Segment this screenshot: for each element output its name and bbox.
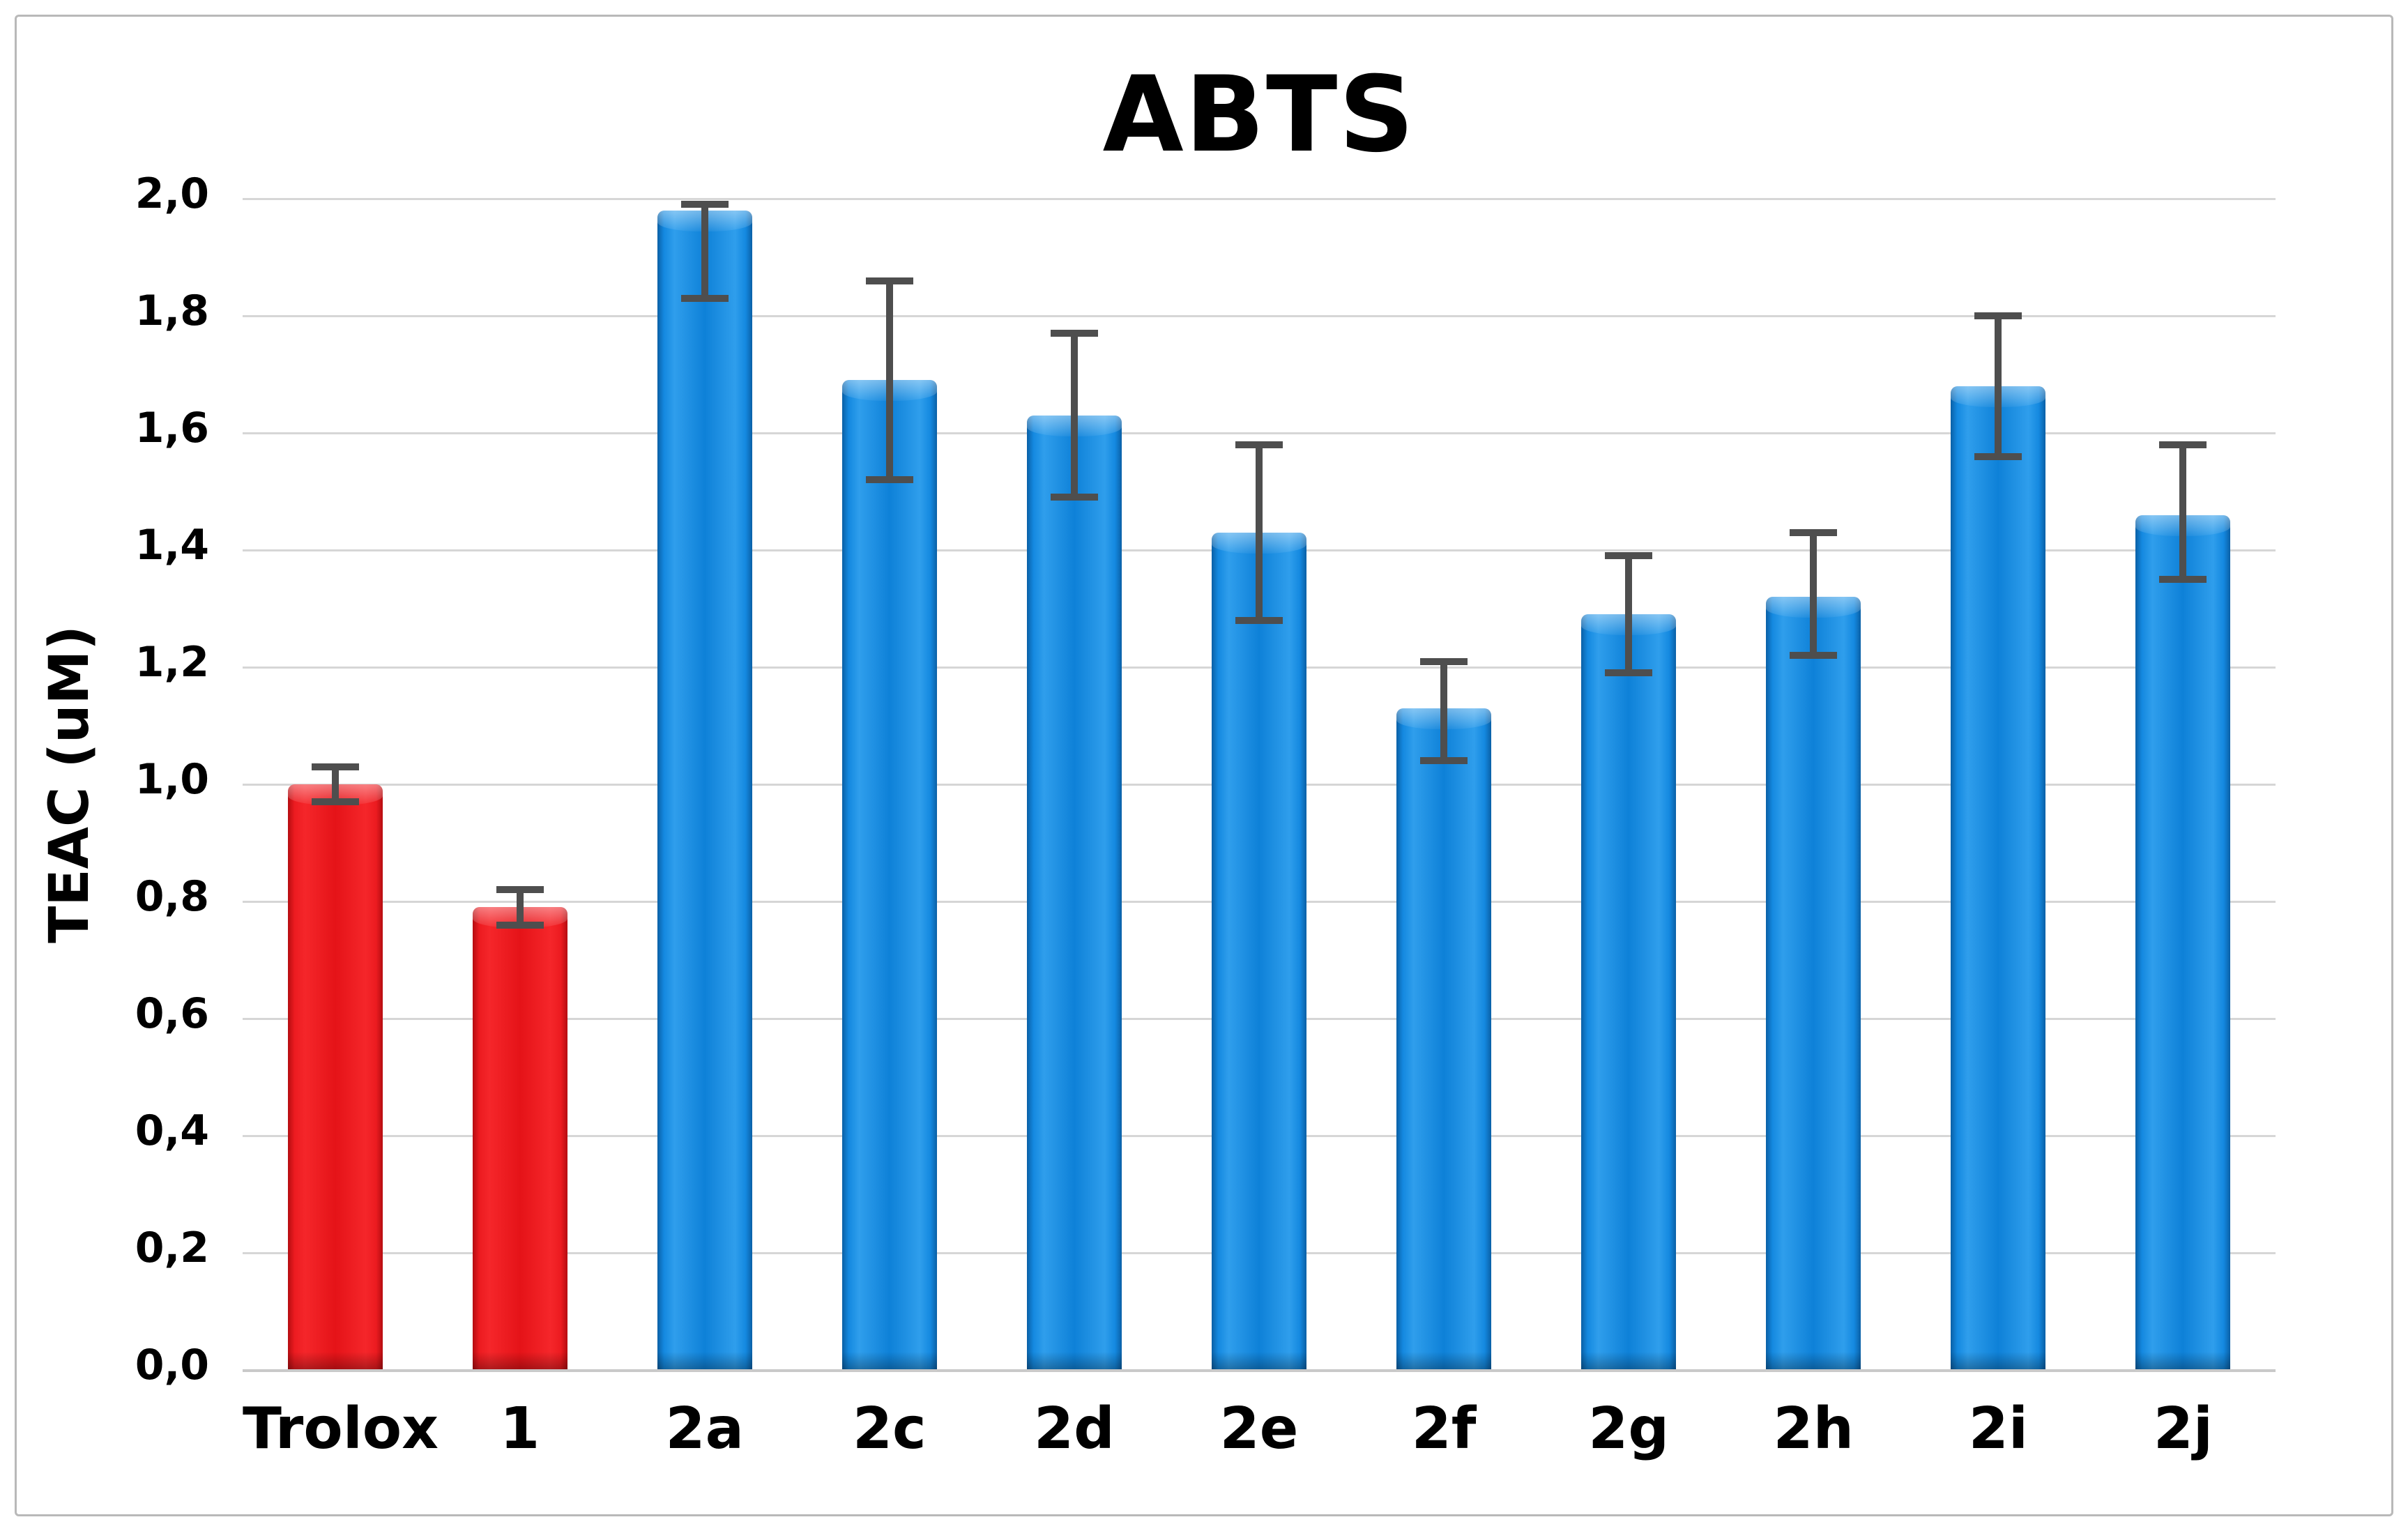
y-tick-label: 1,4 bbox=[135, 521, 209, 570]
error-bar-cap-bottom-1 bbox=[496, 921, 544, 929]
bar-bottom-shade bbox=[1951, 1351, 2046, 1370]
error-bar-cap-top-2i bbox=[1974, 312, 2022, 319]
error-bar-line-1 bbox=[516, 890, 524, 925]
error-bar-cap-top-2g bbox=[1605, 552, 1653, 560]
bar-2h bbox=[1766, 597, 1861, 1370]
bar-2j bbox=[2135, 515, 2231, 1370]
error-bar-line-2j bbox=[2179, 444, 2187, 579]
error-bar-cap-bottom-2g bbox=[1605, 669, 1653, 677]
error-bar-cap-bottom-2a bbox=[680, 294, 729, 302]
bar-2f bbox=[1396, 708, 1492, 1370]
bar-2g bbox=[1581, 614, 1677, 1370]
error-bar-line-2e bbox=[1256, 444, 1263, 620]
bar-bottom-shade bbox=[1396, 1351, 1492, 1370]
chart-title: ABTS bbox=[1102, 54, 1416, 176]
error-bar-cap-top-2e bbox=[1235, 441, 1283, 448]
bar-bottom-shade bbox=[1212, 1351, 1306, 1370]
error-bar-cap-bottom-2f bbox=[1420, 757, 1468, 765]
y-tick-label: 0,8 bbox=[135, 872, 209, 921]
error-bar-line-2f bbox=[1440, 661, 1448, 761]
y-tick-label: 0,2 bbox=[135, 1224, 209, 1272]
y-tick-label: 0,4 bbox=[135, 1106, 209, 1155]
bar-bottom-shade bbox=[472, 1351, 567, 1370]
error-bar-cap-top-2j bbox=[2159, 441, 2207, 448]
bar-1 bbox=[472, 907, 567, 1370]
x-axis-label-2f: 2f bbox=[1411, 1396, 1477, 1462]
y-tick-label: 0,0 bbox=[135, 1341, 209, 1389]
bar-bottom-shade bbox=[1766, 1351, 1861, 1370]
y-tick-label: 1,2 bbox=[135, 638, 209, 687]
x-axis-label-2d: 2d bbox=[1034, 1396, 1115, 1462]
bar-2a bbox=[657, 210, 752, 1370]
bar-bottom-shade bbox=[657, 1351, 752, 1370]
y-tick-label: 1,8 bbox=[135, 287, 209, 335]
gridline bbox=[243, 314, 2276, 317]
error-bar-cap-bottom-Trolox bbox=[311, 798, 359, 806]
error-bar-cap-top-2a bbox=[680, 201, 729, 208]
bar-bottom-shade bbox=[1026, 1351, 1122, 1370]
x-axis-label-2c: 2c bbox=[852, 1396, 927, 1462]
x-axis-label-2j: 2j bbox=[2153, 1396, 2213, 1462]
error-bar-line-2a bbox=[701, 204, 708, 298]
x-axis-label-1: 1 bbox=[500, 1396, 540, 1462]
y-tick-label: 1,0 bbox=[135, 755, 209, 804]
bar-bottom-shade bbox=[287, 1352, 383, 1370]
x-axis-label-2h: 2h bbox=[1773, 1396, 1854, 1462]
bar-bottom-shade bbox=[1581, 1351, 1677, 1370]
error-bar-cap-top-1 bbox=[496, 886, 544, 894]
error-bar-line-Trolox bbox=[331, 766, 339, 802]
error-bar-cap-bottom-2h bbox=[1790, 652, 1838, 660]
bar-2c bbox=[841, 380, 937, 1370]
x-axis-line bbox=[243, 1369, 2276, 1372]
y-tick-label: 1,6 bbox=[135, 404, 209, 452]
y-tick-label: 2,0 bbox=[135, 169, 209, 218]
bar-bottom-shade bbox=[841, 1351, 937, 1370]
error-bar-line-2h bbox=[1810, 532, 1818, 656]
error-bar-cap-bottom-2e bbox=[1235, 616, 1283, 624]
error-bar-cap-top-2f bbox=[1420, 657, 1468, 665]
gridline bbox=[243, 432, 2276, 434]
error-bar-line-2c bbox=[885, 280, 893, 480]
error-bar-cap-bottom-2i bbox=[1974, 452, 2022, 460]
bar-Trolox bbox=[287, 784, 383, 1370]
gridline bbox=[243, 197, 2276, 200]
x-axis-label-Trolox: Trolox bbox=[243, 1396, 439, 1462]
error-bar-cap-top-2c bbox=[865, 277, 913, 284]
x-axis-label-2e: 2e bbox=[1219, 1396, 1299, 1462]
error-bar-cap-top-Trolox bbox=[311, 763, 359, 770]
error-bar-line-2i bbox=[1995, 316, 2002, 457]
x-axis-label-2a: 2a bbox=[665, 1396, 744, 1462]
y-tick-label: 0,6 bbox=[135, 989, 209, 1038]
error-bar-line-2d bbox=[1070, 333, 1078, 498]
error-bar-cap-top-2h bbox=[1790, 528, 1838, 536]
bar-2e bbox=[1212, 532, 1306, 1370]
x-axis-label-2i: 2i bbox=[1968, 1396, 2028, 1462]
error-bar-line-2g bbox=[1625, 556, 1633, 673]
bar-2i bbox=[1951, 386, 2046, 1370]
x-axis-label-2g: 2g bbox=[1588, 1396, 1670, 1462]
error-bar-cap-bottom-2c bbox=[865, 476, 913, 484]
bar-2d bbox=[1026, 415, 1122, 1370]
error-bar-cap-bottom-2d bbox=[1050, 494, 1098, 501]
error-bar-cap-bottom-2j bbox=[2159, 576, 2207, 583]
bar-bottom-shade bbox=[2135, 1351, 2231, 1370]
error-bar-cap-top-2d bbox=[1050, 330, 1098, 337]
